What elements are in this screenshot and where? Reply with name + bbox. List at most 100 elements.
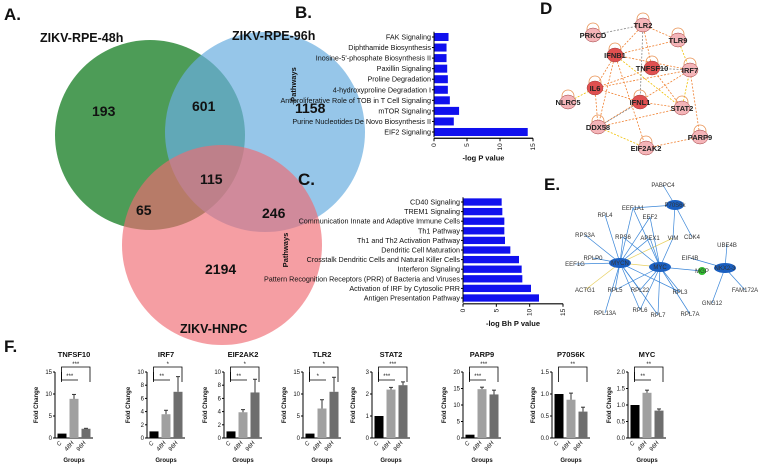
bar-c [149, 431, 159, 438]
tick-label: 10 [293, 392, 300, 398]
significance-label: *** [480, 362, 488, 368]
bar-48h [238, 412, 248, 438]
significance-bracket [61, 372, 78, 381]
gene-label: RPS3A [575, 233, 595, 239]
panel-label-f: F. [4, 337, 17, 356]
category-label: FAK Signaling [386, 33, 431, 42]
bar [434, 106, 460, 115]
venn-circle-hnpc [122, 145, 322, 345]
panel-label-b: B. [295, 3, 312, 22]
significance-label: *** [474, 374, 482, 380]
tick-label: 5 [49, 414, 53, 420]
venn-count: 115 [200, 171, 223, 187]
y-axis-label: Pathways [289, 67, 298, 102]
x-tick-label: C [373, 440, 381, 448]
x-tick-label: 96H [76, 440, 88, 453]
tick-label: 1 [366, 414, 370, 420]
y-axis-label: Fold Change [607, 386, 613, 423]
network-edge [594, 67, 653, 89]
bar [463, 284, 531, 293]
bar [463, 217, 505, 225]
x-tick-label: 48H [637, 440, 649, 453]
network-edge [672, 204, 676, 239]
gene-node [584, 27, 602, 43]
qpcr-chart-stat2: STAT2 0 1 2 3 Fold Change C 48H 96H Groups *** *** [351, 350, 410, 464]
venn-count: 246 [262, 205, 286, 221]
significance-label: ** [159, 374, 164, 380]
gene-label: NKX2-3 [714, 266, 736, 272]
bar [434, 127, 528, 137]
bar-96h [489, 394, 499, 438]
x-tick-label: 96H [168, 440, 180, 453]
gene-label: RPL22 [631, 288, 650, 294]
gene-label: IL6 [590, 84, 601, 93]
gene-node [681, 62, 699, 78]
network-edge [592, 24, 644, 36]
gene-label: APEX1 [640, 236, 660, 242]
network-edge [597, 54, 616, 128]
gene-label: TLR9 [669, 36, 688, 45]
x-axis-label: Groups [636, 458, 658, 464]
significance-label: * [167, 362, 170, 368]
significance-label: * [244, 362, 247, 368]
significance-bracket [558, 366, 588, 382]
significance-label: *** [66, 374, 74, 380]
bar-96h [654, 410, 664, 438]
network-edge [639, 24, 644, 103]
tick-label: 0 [366, 436, 370, 442]
tick-label: 1.0 [541, 392, 550, 398]
chart-title: TLR2 [313, 350, 332, 359]
tick-label: 10 [45, 392, 52, 398]
x-tick-label: 48H [381, 440, 393, 453]
bar-48h [477, 389, 487, 438]
tick-label: 5 [493, 308, 500, 312]
category-label: Dendritic Cell Maturation [381, 246, 460, 255]
tick-label: 15 [530, 143, 537, 151]
network-edge [584, 262, 621, 291]
significance-bracket [634, 372, 651, 381]
gene-node [637, 140, 655, 156]
venn-count: 193 [92, 103, 116, 119]
network-edge [619, 207, 634, 264]
x-tick-label: 48H [64, 440, 76, 453]
network-edge [614, 54, 647, 149]
category-label: Th1 and Th2 Activation Pathway [357, 236, 460, 245]
bar-96h [578, 411, 588, 438]
gene-node [643, 60, 661, 76]
tick-label: 0.5 [617, 420, 626, 426]
tick-label: 2 [141, 423, 145, 429]
x-tick-label: 48H [312, 440, 324, 453]
gene-label: IFNB1 [604, 51, 626, 60]
significance-label: ** [640, 374, 645, 380]
x-axis-label: Groups [380, 458, 402, 464]
bar [463, 227, 505, 235]
tick-label: 1.0 [617, 403, 626, 409]
x-axis-label: Groups [471, 458, 493, 464]
gene-label: P70S6k [664, 203, 686, 209]
tick-label: 4 [218, 410, 222, 416]
gene-label: PABPC4 [651, 183, 675, 189]
gene-label: EIF4B [682, 256, 699, 262]
y-axis-label: Fold Change [282, 386, 288, 423]
y-axis-label: Fold Change [531, 386, 537, 423]
tick-label: 10 [527, 308, 534, 316]
network-edge [614, 54, 691, 71]
category-label: Crosstalk Dendritic Cells and Natural Ki… [307, 255, 461, 264]
bar-96h [250, 392, 260, 438]
gene-label: RPL13A [594, 311, 616, 317]
gene-node [634, 17, 652, 33]
network-edge [619, 262, 641, 311]
gene-label: PRKCD [580, 31, 607, 40]
bar-c [630, 405, 640, 438]
bar [463, 265, 522, 273]
x-axis-label: Groups [560, 458, 582, 464]
gene-label: TNFSF10 [636, 64, 669, 73]
category-label: Purine Nucleotides De Novo Biosynthesis … [292, 117, 431, 126]
qpcr-chart-p70s6k: P70S6K 0.0 0.5 1.0 1.5 Fold Change C 48H 96H Grou… [531, 350, 590, 464]
network-edge [639, 266, 661, 311]
gene-label: RPL7A [680, 312, 699, 318]
x-tick-label: C [225, 440, 233, 448]
gene-label: DDX58 [586, 123, 610, 132]
